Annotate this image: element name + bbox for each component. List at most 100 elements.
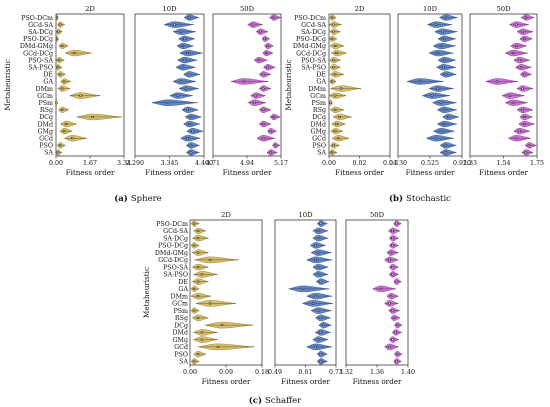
median-dot (317, 310, 319, 312)
median-dot (190, 151, 192, 154)
category-label: SA-PSO (301, 64, 326, 71)
x-tick-label: 0.525 (421, 160, 439, 167)
category-label: RSg (175, 315, 188, 322)
chart-schaffer: MetaheuristicPSO-DCmGCd-SASA-DCgPSO-DCgD… (142, 211, 415, 406)
median-dot (396, 353, 398, 355)
category-label: SA-PSO (163, 272, 188, 279)
median-dot (61, 109, 63, 111)
median-dot (332, 31, 335, 33)
panel-title: 50D (496, 5, 511, 13)
median-dot (197, 295, 199, 297)
median-dot (264, 38, 266, 40)
median-dot (270, 151, 272, 154)
median-dot (262, 137, 264, 139)
median-dot (391, 273, 394, 275)
median-dot (388, 259, 390, 261)
median-dot (259, 31, 261, 33)
y-axis-label: Metaheuristic (3, 60, 12, 111)
median-dot (58, 59, 60, 61)
median-dot (525, 151, 527, 154)
median-dot (320, 317, 322, 319)
category-label: DCg (174, 322, 188, 329)
median-dot (63, 130, 65, 132)
panel-title: 2D (355, 5, 365, 13)
category-label: GCd-DCg (296, 50, 326, 57)
panel-title: 10D (423, 5, 438, 13)
median-dot (55, 102, 58, 104)
median-dot (329, 102, 332, 104)
median-dot (177, 95, 179, 97)
median-dot (340, 87, 342, 90)
median-dot (167, 102, 169, 104)
median-dot (201, 273, 203, 275)
median-dot (173, 24, 176, 26)
median-dot (65, 123, 67, 125)
panel-frame (55, 13, 125, 157)
x-axis-label: Fitness order (406, 168, 455, 177)
category-label: DCg (312, 114, 326, 121)
category-label: GMg (310, 128, 326, 135)
median-dot (496, 80, 498, 83)
panel-2d: 2D 0.00 0.09 0.18 Fitness order (183, 211, 269, 386)
x-tick-label: 3.34 (117, 160, 131, 167)
median-dot (258, 59, 260, 61)
median-dot (197, 230, 199, 232)
category-label: PSO-DCg (296, 36, 326, 43)
median-dot (391, 266, 394, 268)
median-dot (395, 331, 397, 333)
median-dot (262, 109, 264, 111)
panel-frame (345, 219, 409, 366)
x-tick-label: 3.345 (160, 160, 178, 167)
median-dot (445, 73, 447, 75)
median-dot (255, 95, 257, 97)
median-dot (440, 45, 442, 47)
median-dot (441, 31, 444, 33)
category-label: PSO-DCm (21, 15, 53, 22)
median-dot (265, 52, 267, 54)
median-dot (221, 324, 223, 326)
median-dot (317, 230, 319, 232)
median-dot (331, 151, 333, 154)
median-dot (334, 109, 336, 111)
median-dot (57, 151, 59, 154)
median-dot (201, 339, 203, 341)
x-tick-label: 1.36 (370, 369, 384, 376)
median-dot (391, 244, 394, 246)
category-label: DMd-GMg (155, 250, 188, 257)
category-label: SA (44, 150, 53, 157)
panel-frame (274, 219, 337, 366)
median-dot (390, 252, 392, 254)
category-label: RSg (313, 107, 326, 114)
category-label: DMd (172, 330, 188, 337)
category-label: DMd-GMg (293, 43, 326, 50)
median-dot (193, 223, 195, 225)
median-dot (188, 73, 190, 75)
median-dot (71, 137, 73, 139)
median-dot (395, 360, 397, 362)
median-dot (56, 38, 58, 40)
x-tick-label: 1.67 (83, 160, 97, 167)
median-dot (270, 130, 272, 132)
median-dot (180, 80, 182, 83)
category-label: DMd-GMg (20, 43, 53, 50)
median-dot (197, 266, 199, 268)
median-dot (274, 144, 276, 146)
median-dot (437, 87, 439, 90)
x-tick-label: 0.130 (389, 160, 407, 167)
caption-name: Schaffer (265, 396, 302, 406)
median-dot (523, 116, 525, 118)
median-dot (435, 24, 437, 26)
category-label: SA-PSO (28, 64, 53, 71)
median-dot (509, 95, 511, 97)
median-dot (337, 137, 339, 139)
median-dot (336, 123, 338, 125)
category-label: SA (179, 359, 188, 366)
median-dot (332, 24, 335, 26)
median-dot (188, 123, 190, 125)
median-dot (61, 87, 63, 90)
median-dot (56, 16, 58, 19)
